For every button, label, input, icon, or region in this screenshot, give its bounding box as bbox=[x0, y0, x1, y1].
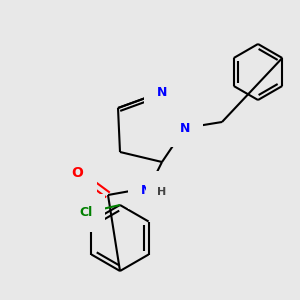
Text: O: O bbox=[71, 166, 83, 180]
Text: N: N bbox=[180, 122, 190, 134]
Text: N: N bbox=[141, 184, 151, 196]
Text: Cl: Cl bbox=[80, 206, 93, 220]
Text: H: H bbox=[158, 187, 166, 197]
Text: N: N bbox=[157, 85, 167, 98]
